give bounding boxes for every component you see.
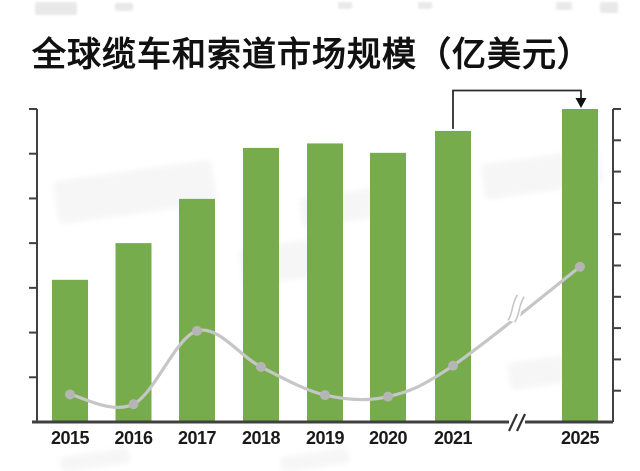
x-axis-label-2017: 2017: [178, 428, 217, 448]
bar-2017: [179, 198, 215, 422]
top-edge-smudge: [338, 2, 352, 9]
chart-title: 全球缆车和索道市场规模（亿美元）: [32, 37, 592, 74]
top-edge-smudge: [35, 2, 77, 15]
bar-2019: [307, 143, 343, 422]
x-axis-break-gap: [509, 418, 525, 426]
trend-point-2020: [383, 391, 393, 402]
bar-2015: [52, 279, 88, 422]
bracket-arrowhead: [575, 98, 587, 108]
x-axis-break-slash: [516, 413, 526, 432]
top-edge-smudge: [418, 2, 432, 9]
x-axis-label-2019: 2019: [306, 428, 345, 448]
trend-line-break: [506, 292, 526, 324]
trend-point-2016: [128, 399, 139, 410]
x-axis-break-slash: [508, 413, 518, 432]
trend-point-2018: [256, 361, 266, 372]
top-edge-smudge: [600, 2, 618, 13]
x-axis-label-2018: 2018: [242, 428, 281, 448]
top-edge-smudge: [115, 3, 133, 11]
bar-2021: [435, 130, 471, 422]
trend-point-2025: [575, 261, 585, 272]
x-axis-label-2020: 2020: [369, 428, 408, 448]
trend-point-2021: [448, 360, 458, 371]
trend-point-2019: [320, 390, 330, 401]
x-axis-label-2025: 2025: [561, 428, 600, 448]
bar-2018: [243, 147, 279, 422]
trend-point-2015: [65, 389, 75, 400]
top-edge-smudge: [556, 2, 572, 10]
x-axis-label-2021: 2021: [434, 428, 473, 448]
bar-2020: [370, 152, 406, 422]
x-axis-label-2015: 2015: [51, 428, 90, 448]
trend-point-2017: [192, 325, 202, 336]
bracket-connector: [452, 89, 582, 129]
x-axis-label-2016: 2016: [114, 428, 153, 448]
